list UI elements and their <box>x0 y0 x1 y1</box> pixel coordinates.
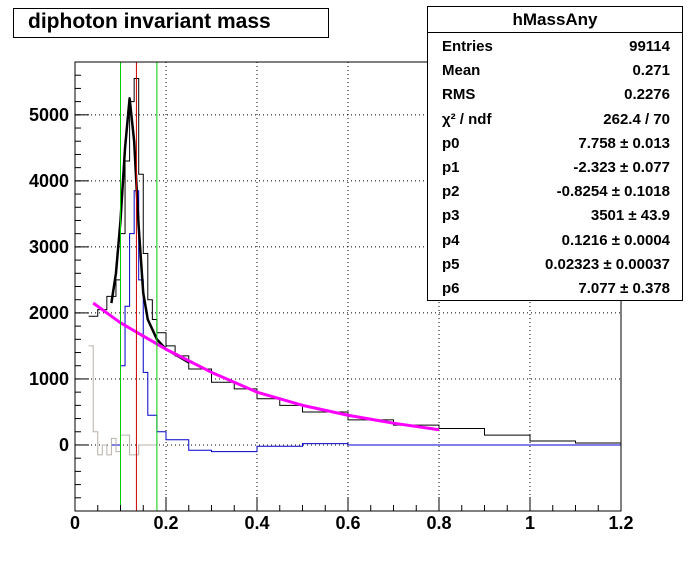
curve-background-fit <box>92 301 440 432</box>
stats-key: Entries <box>442 38 493 55</box>
stats-key: p5 <box>442 255 460 273</box>
stats-key: p2 <box>442 183 460 201</box>
stats-row: p5 0.02323 ± 0.00037 <box>428 253 682 277</box>
stats-key: χ² / ndf <box>442 110 492 128</box>
data-layer <box>88 62 622 511</box>
x-tick-label: 0 <box>70 513 80 533</box>
y-tick-label: 2000 <box>29 303 69 323</box>
x-tick-label: 1.2 <box>608 513 633 533</box>
stats-histogram-name: hMassAny <box>428 7 682 33</box>
stats-row: χ² / ndf 262.4 / 70 <box>428 108 682 132</box>
stats-row: p6 7.077 ± 0.378 <box>428 277 682 301</box>
chart-title-box: diphoton invariant mass <box>13 8 329 38</box>
stats-row: p1 -2.323 ± 0.077 <box>428 156 682 180</box>
stats-key: p6 <box>442 279 460 297</box>
stats-value: 0.1216 ± 0.0004 <box>561 231 670 249</box>
x-tick-label: 0.4 <box>244 513 269 533</box>
y-tick-label: 5000 <box>29 105 69 125</box>
stats-value: 7.758 ± 0.013 <box>578 134 670 152</box>
stats-key: p1 <box>442 158 460 176</box>
stats-row: p0 7.758 ± 0.013 <box>428 132 682 156</box>
stats-value: -2.323 ± 0.077 <box>573 158 670 176</box>
stats-row: p3 3501 ± 43.9 <box>428 204 682 228</box>
stats-key: p4 <box>442 231 460 249</box>
stats-key: RMS <box>442 86 476 104</box>
stats-row: Entries 99114 <box>428 35 682 59</box>
x-tick-label: 0.6 <box>335 513 360 533</box>
y-tick-label: 4000 <box>29 171 69 191</box>
stats-rows: Entries 99114 Mean 0.271 RMS 0.2276 χ² / ndf 26… <box>428 35 682 301</box>
stats-value: 7.077 ± 0.378 <box>578 279 670 297</box>
histogram-total <box>88 78 622 444</box>
stats-row: p4 0.1216 ± 0.0004 <box>428 229 682 253</box>
y-tick-label: 1000 <box>29 369 69 389</box>
stats-value: -0.8254 ± 0.1018 <box>556 183 670 201</box>
stats-row: Mean 0.271 <box>428 59 682 83</box>
stats-key: p3 <box>442 207 460 225</box>
stats-key: p0 <box>442 134 460 152</box>
x-tick-label: 0.8 <box>426 513 451 533</box>
stats-row: RMS 0.2276 <box>428 83 682 107</box>
stats-value: 262.4 / 70 <box>603 110 670 128</box>
stats-box: hMassAny Entries 99114 Mean 0.271 RMS 0.2276 χ… <box>427 6 683 301</box>
chart-title: diphoton invariant mass <box>28 10 271 33</box>
x-tick-label: 1 <box>525 513 535 533</box>
histogram-low-mass <box>88 345 158 456</box>
stats-row: p2 -0.8254 ± 0.1018 <box>428 180 682 204</box>
y-tick-label: 0 <box>59 435 69 455</box>
x-tick-label: 0.2 <box>153 513 178 533</box>
stats-value: 99114 <box>629 38 670 55</box>
stats-value: 0.271 <box>632 62 670 80</box>
stats-value: 0.2276 <box>624 86 670 104</box>
stats-key: Mean <box>442 62 481 80</box>
stats-value: 0.02323 ± 0.00037 <box>544 255 670 273</box>
stats-value: 3501 ± 43.9 <box>590 207 670 225</box>
y-tick-label: 3000 <box>29 237 69 257</box>
